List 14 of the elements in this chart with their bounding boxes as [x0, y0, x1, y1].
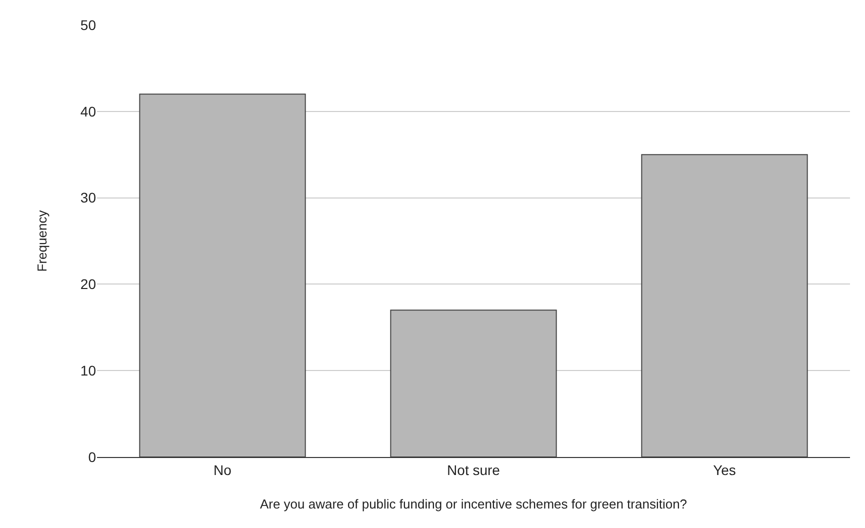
bar — [390, 310, 557, 457]
y-tick-label: 50 — [80, 16, 96, 33]
x-tick-label: Yes — [713, 462, 736, 478]
y-axis-title: Frequency — [34, 210, 50, 272]
y-tick-label: 40 — [80, 103, 96, 120]
y-tick-label: 30 — [80, 190, 96, 206]
bar — [641, 154, 808, 457]
y-tick-label: 10 — [80, 362, 96, 378]
y-tick-label: 20 — [80, 276, 96, 292]
x-tick-label: Not sure — [447, 462, 500, 478]
y-tick-label: 0 — [88, 448, 96, 465]
bar — [139, 94, 306, 457]
x-tick-label: No — [214, 462, 232, 478]
x-axis-title: Are you aware of public funding or incentive schemes for green transition? — [260, 496, 688, 512]
